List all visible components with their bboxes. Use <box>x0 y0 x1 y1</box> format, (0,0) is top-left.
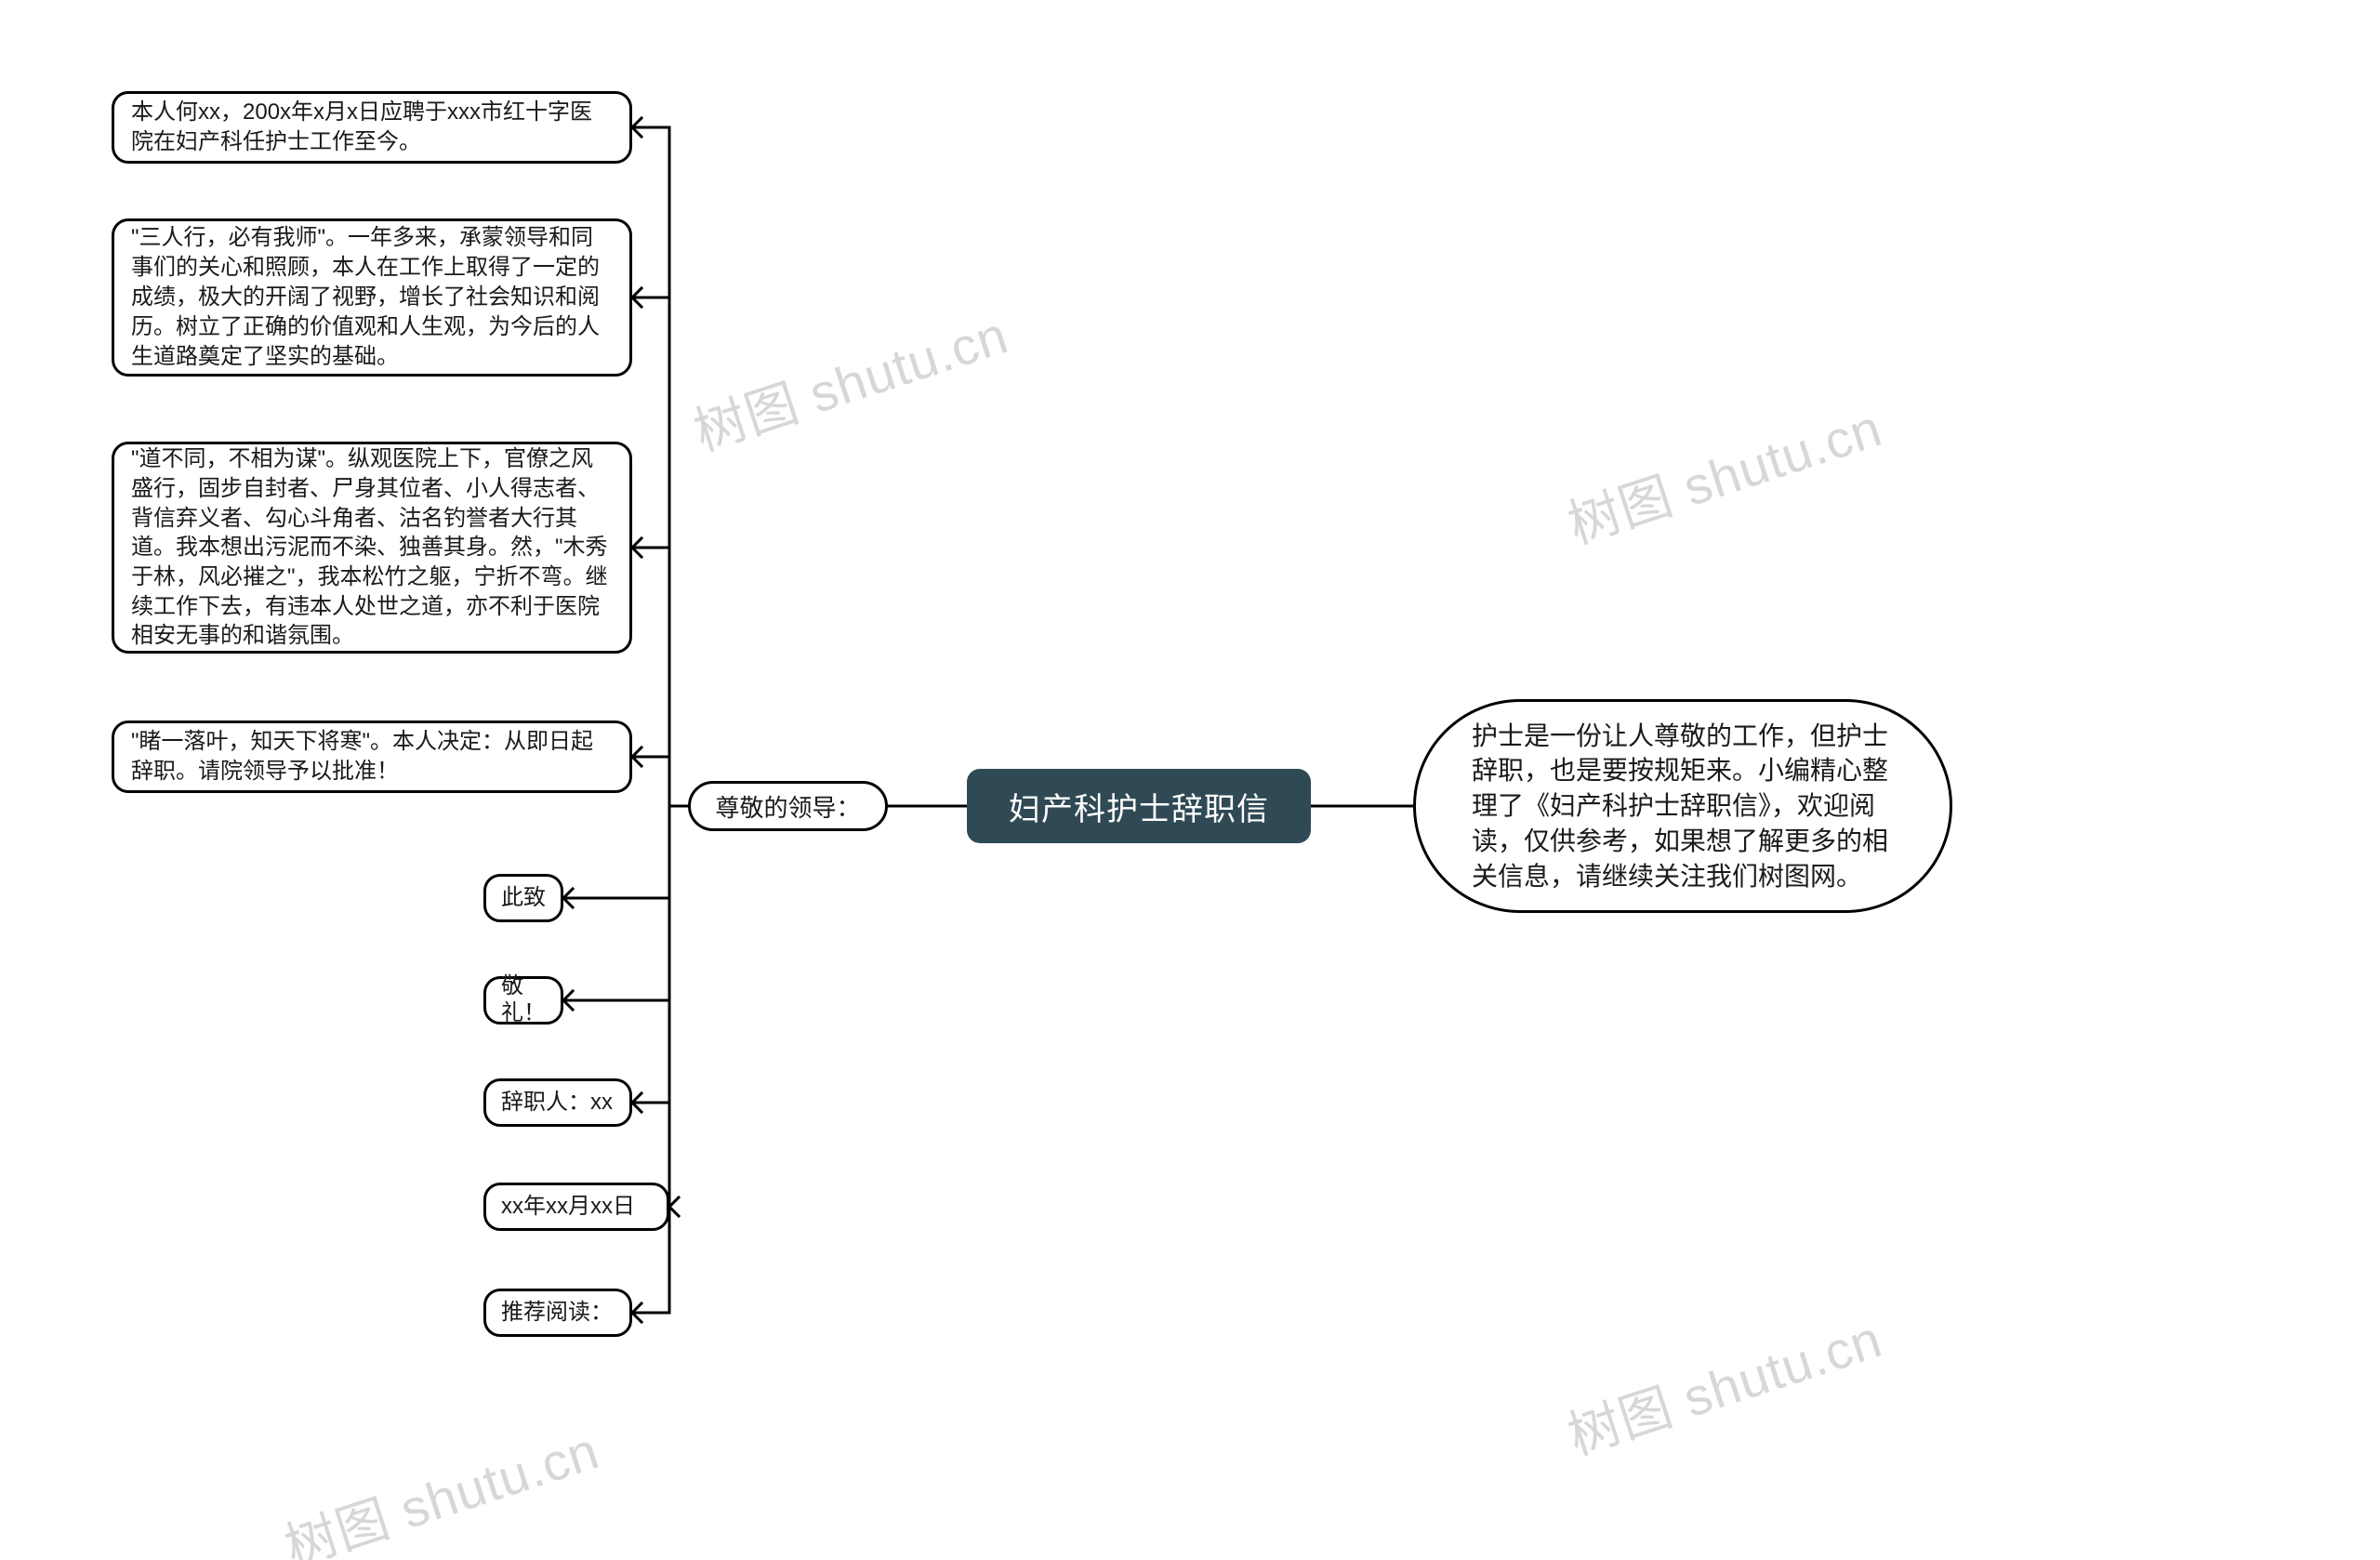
leaf-text: 敬礼！ <box>501 973 546 1027</box>
intro-text: 护士是一份让人尊敬的工作，但护士辞职，也是要按规矩来。小编精心整理了《妇产科护士… <box>1472 719 1894 894</box>
leaf-text: "三人行，必有我师"。一年多来，承蒙领导和同事们的关心和照顾，本人在工作上取得了… <box>131 223 613 372</box>
leaf-node-3[interactable]: "道不同，不相为谋"。纵观医院上下，官僚之风盛行，固步自封者、尸身其位者、小人得… <box>112 442 632 654</box>
leaf-node-8[interactable]: xx年xx月xx日 <box>483 1183 669 1231</box>
leaf-node-2[interactable]: "三人行，必有我师"。一年多来，承蒙领导和同事们的关心和照顾，本人在工作上取得了… <box>112 218 632 377</box>
leaf-node-9[interactable]: 推荐阅读： <box>483 1289 632 1337</box>
watermark: 树图 shutu.cn <box>1557 1298 1890 1470</box>
intro-node[interactable]: 护士是一份让人尊敬的工作，但护士辞职，也是要按规矩来。小编精心整理了《妇产科护士… <box>1413 699 1952 913</box>
watermark: 树图 shutu.cn <box>1557 387 1890 559</box>
watermark: 树图 shutu.cn <box>274 1409 607 1560</box>
left-parent-node[interactable]: 尊敬的领导： <box>688 781 888 831</box>
watermark-text: 树图 shutu.cn <box>1561 1309 1889 1465</box>
leaf-text: 推荐阅读： <box>501 1300 613 1327</box>
watermark-text: 树图 shutu.cn <box>278 1421 606 1560</box>
leaf-node-1[interactable]: 本人何xx，200x年x月x日应聘于xxx市红十字医院在妇产科任护士工作至今。 <box>112 91 632 164</box>
leaf-node-5[interactable]: 此致 <box>483 874 563 922</box>
leaf-node-6[interactable]: 敬礼！ <box>483 976 563 1025</box>
leaf-node-4[interactable]: "睹一落叶，知天下将寒"。本人决定：从即日起辞职。请院领导予以批准！ <box>112 721 632 793</box>
root-label: 妇产科护士辞职信 <box>1009 784 1269 829</box>
mindmap-canvas: 妇产科护士辞职信 护士是一份让人尊敬的工作，但护士辞职，也是要按规矩来。小编精心整… <box>0 0 2380 1560</box>
leaf-text: 本人何xx，200x年x月x日应聘于xxx市红十字医院在妇产科任护士工作至今。 <box>131 98 613 158</box>
watermark-text: 树图 shutu.cn <box>1561 398 1889 554</box>
leaf-text: xx年xx月xx日 <box>501 1194 635 1221</box>
watermark: 树图 shutu.cn <box>683 294 1016 466</box>
leaf-text: "睹一落叶，知天下将寒"。本人决定：从即日起辞职。请院领导予以批准！ <box>131 727 613 787</box>
root-node[interactable]: 妇产科护士辞职信 <box>967 769 1311 843</box>
leaf-text: 此致 <box>501 885 546 912</box>
leaf-text: 辞职人：xx <box>501 1090 613 1117</box>
left-parent-label: 尊敬的领导： <box>715 789 860 824</box>
leaf-text: "道不同，不相为谋"。纵观医院上下，官僚之风盛行，固步自封者、尸身其位者、小人得… <box>131 444 613 651</box>
leaf-node-7[interactable]: 辞职人：xx <box>483 1078 632 1127</box>
watermark-text: 树图 shutu.cn <box>687 305 1015 461</box>
